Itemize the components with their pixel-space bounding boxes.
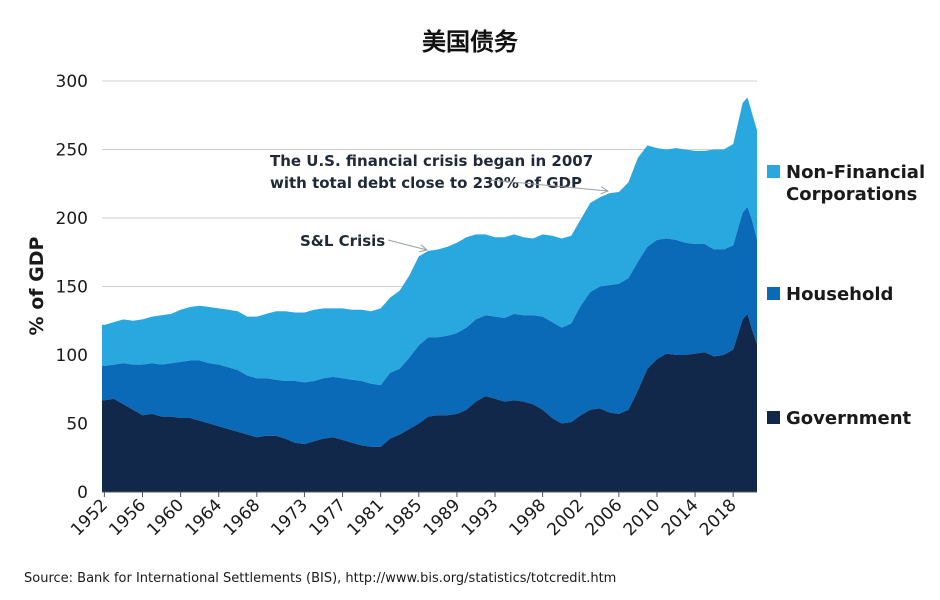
x-tick-label: 2018 <box>696 495 741 540</box>
area-non-financial-corporations <box>102 97 757 386</box>
y-tick-label: 200 <box>56 209 88 229</box>
annotation-text: S&L Crisis <box>300 232 385 250</box>
area-household <box>102 207 757 447</box>
x-tick-label: 1968 <box>220 495 265 540</box>
x-tick-label: 1981 <box>343 495 388 540</box>
x-tick-label: 1993 <box>458 495 503 540</box>
annotation-arrowhead <box>419 244 429 253</box>
annotation-text: with total debt close to 230% of GDP <box>270 174 582 192</box>
x-tick-label: 1985 <box>382 495 427 540</box>
x-tick-label: 2006 <box>582 495 627 540</box>
y-tick-label: 300 <box>56 72 88 92</box>
x-tick-label: 1964 <box>182 495 227 540</box>
y-tick-label: 150 <box>56 278 88 298</box>
annotation-arrow <box>489 179 609 192</box>
legend-label: Government <box>786 408 912 429</box>
annotations: The U.S. financial crisis began in 2007 w… <box>270 152 610 253</box>
x-tick-label: 1977 <box>305 495 350 540</box>
x-tick-label: 2010 <box>620 495 665 540</box>
area-series <box>102 97 757 492</box>
legend-swatch <box>767 411 780 424</box>
x-tick-label: 1956 <box>105 495 150 540</box>
legend-label: Corporations <box>786 184 917 205</box>
legend-swatch <box>767 165 780 178</box>
x-tick-label: 1952 <box>67 495 112 540</box>
annotation-arrowhead <box>600 186 610 195</box>
y-axis-label: % of GDP <box>26 236 48 335</box>
legend-label: Household <box>786 284 893 305</box>
source-note: Source: Bank for International Settlemen… <box>24 571 616 586</box>
x-tick-label: 1973 <box>267 495 312 540</box>
legend-label: Non-Financial <box>786 162 925 183</box>
x-tick-label: 2002 <box>544 495 589 540</box>
annotation-text: The U.S. financial crisis began in 2007 <box>270 152 593 170</box>
y-tick-label: 50 <box>66 415 88 435</box>
y-tick-label: 250 <box>56 141 88 161</box>
y-tick-label: 0 <box>77 483 88 503</box>
y-tick-label: 100 <box>56 346 88 366</box>
chart-title: 美国债务 <box>422 28 519 56</box>
legend-swatch <box>767 287 780 300</box>
area-government <box>102 313 757 492</box>
y-axis-ticks: 0 50 100 150 200 250 300 <box>56 72 88 503</box>
x-tick-label: 2014 <box>658 495 703 540</box>
x-tick-label: 1960 <box>143 495 188 540</box>
x-tick-label: 1998 <box>505 495 550 540</box>
annotation-arrow <box>387 239 428 251</box>
x-tick-label: 1989 <box>420 495 465 540</box>
